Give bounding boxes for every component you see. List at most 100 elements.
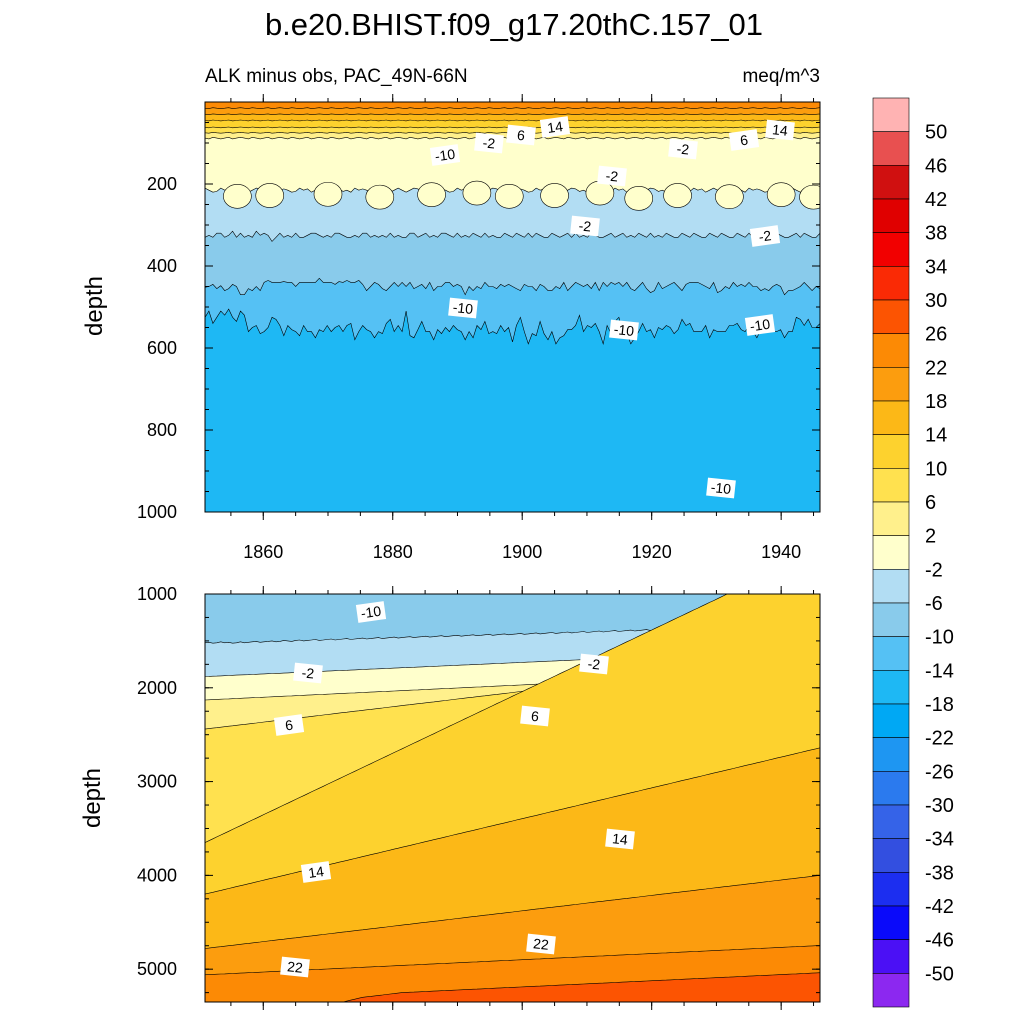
colorbar-label: 38 <box>925 223 947 245</box>
y-tick-label: 3000 <box>137 772 177 792</box>
panel-lower: -10 -2 -2 6 6 14 14 22 22 1000 2000 3000 4000 5000 <box>137 584 821 1010</box>
colorbar-swatch <box>872 299 910 334</box>
colorbar-swatch <box>872 535 910 570</box>
svg-text:-2: -2 <box>587 655 601 672</box>
contour-label: 22 <box>280 956 310 978</box>
x-tick-label: 1900 <box>502 542 542 562</box>
colorbar-label: 6 <box>925 492 936 514</box>
svg-text:22: 22 <box>286 958 303 976</box>
contour-label: -2 <box>668 138 698 160</box>
colorbar-label: 30 <box>925 290 947 312</box>
svg-text:22: 22 <box>532 935 549 953</box>
colorbar-label: 42 <box>925 189 947 211</box>
colorbar-label: 10 <box>925 458 947 480</box>
colorbar-label: -14 <box>925 660 954 682</box>
y-axis-label-upper: depth <box>81 276 108 336</box>
contour-label: 14 <box>539 116 571 138</box>
contour-label: -2 <box>749 225 781 247</box>
contour-label: -10 <box>448 297 478 319</box>
colorbar-swatch <box>872 468 910 503</box>
y-tick-label: 2000 <box>137 678 177 698</box>
subtitle-left: ALK minus obs, PAC_49N-66N <box>205 66 468 87</box>
svg-text:-10: -10 <box>749 316 771 335</box>
contour-label: -2 <box>293 662 323 684</box>
contour-label: 14 <box>765 119 795 141</box>
svg-text:-2: -2 <box>301 664 315 681</box>
colorbar-swatch <box>872 434 910 469</box>
colorbar-swatch <box>872 872 910 907</box>
colorbar-label: 14 <box>925 425 947 447</box>
colorbar-swatch <box>872 670 910 705</box>
colorbar-swatch <box>872 131 910 166</box>
contour-band <box>205 972 820 1002</box>
contour-label: 6 <box>273 714 305 736</box>
colorbar-label: -46 <box>925 930 954 952</box>
colorbar-swatch <box>872 97 910 132</box>
contour-blob <box>494 184 524 209</box>
svg-text:-10: -10 <box>360 603 382 622</box>
colorbar-label: -10 <box>925 627 954 649</box>
contour-blob <box>462 180 492 206</box>
contour-label: -2 <box>579 653 609 675</box>
contour-label: -10 <box>429 144 461 166</box>
svg-text:-2: -2 <box>758 227 773 245</box>
contour-blob <box>624 186 654 211</box>
y-tick-label: 4000 <box>137 865 177 885</box>
contour-label: -10 <box>744 314 776 336</box>
colorbar-swatch <box>872 804 910 839</box>
colorbar-label: -42 <box>925 896 954 918</box>
colorbar-swatch <box>872 703 910 738</box>
contour-label: 6 <box>506 124 536 146</box>
colorbar-swatch <box>872 636 910 671</box>
svg-text:-2: -2 <box>676 140 690 157</box>
contour-label: -10 <box>609 319 639 341</box>
colorbar-label: -50 <box>925 963 954 985</box>
y-tick-label: 600 <box>147 338 177 358</box>
colorbar-swatch <box>872 333 910 368</box>
colorbar-label: -6 <box>925 593 943 615</box>
x-tick-label: 1860 <box>243 542 283 562</box>
colorbar-swatch <box>872 973 910 1008</box>
contour-blob <box>766 182 796 207</box>
colorbar-label: -26 <box>925 761 954 783</box>
x-tick-label: 1940 <box>761 542 801 562</box>
colorbar-label: -34 <box>925 829 954 851</box>
contour-label: 14 <box>605 828 635 850</box>
colorbar-swatch <box>872 232 910 267</box>
contour-label: -2 <box>570 215 600 237</box>
chart-title: b.e20.BHIST.f09_g17.20thC.157_01 <box>265 7 763 42</box>
svg-text:14: 14 <box>546 118 564 136</box>
contour-blob <box>313 181 343 207</box>
contour-blob <box>799 184 820 210</box>
y-axis-label-lower: depth <box>79 768 106 828</box>
contour-label: 6 <box>728 129 760 151</box>
panel-upper: 14 6 -2 -10 -2 14 6 -2 -2 -2 -10 -10 -10 -10 200 400 600… <box>137 94 821 562</box>
contour-blob <box>365 184 395 210</box>
svg-text:6: 6 <box>530 708 540 725</box>
subtitle-right: meq/m^3 <box>742 66 820 87</box>
contour-label: 14 <box>300 861 332 883</box>
contour-label: -2 <box>474 132 504 154</box>
colorbar-label: -18 <box>925 694 954 716</box>
svg-text:-10: -10 <box>452 299 474 317</box>
colorbar-swatch <box>872 905 910 940</box>
colorbar-swatch <box>872 838 910 873</box>
contour-band <box>205 102 820 109</box>
svg-text:-10: -10 <box>613 321 635 339</box>
colorbar-swatch <box>872 266 910 301</box>
svg-text:-2: -2 <box>482 134 496 151</box>
colorbar-swatch <box>872 367 910 402</box>
svg-text:6: 6 <box>739 132 749 149</box>
y-tick-label: 400 <box>147 256 177 276</box>
colorbar-label: 34 <box>925 256 947 278</box>
y-tick-label: 5000 <box>137 959 177 979</box>
contour-blob <box>663 183 692 208</box>
contour-blob <box>223 184 252 209</box>
colorbar: 50 46 42 38 34 30 26 22 18 14 10 6 2 -2 -6 -10 -14 -18 -22… <box>872 97 954 1008</box>
y-tick-label: 1000 <box>137 502 177 522</box>
colorbar-swatch <box>872 198 910 233</box>
y-tick-label: 1000 <box>137 584 177 604</box>
svg-text:14: 14 <box>307 863 325 881</box>
plot-frame <box>204 593 821 1003</box>
